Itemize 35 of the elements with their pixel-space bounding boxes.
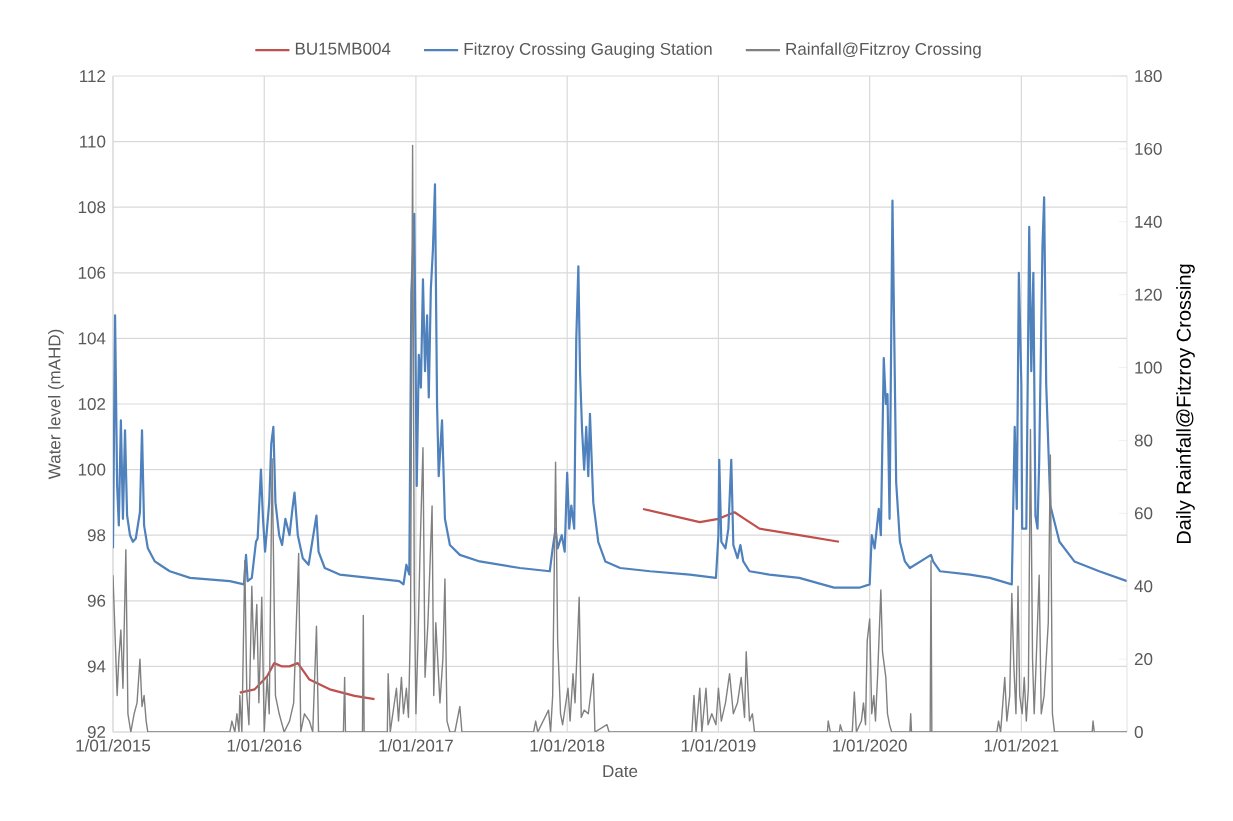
x-tick-label: 1/01/2018: [530, 739, 605, 752]
y2-tick-label: 60: [1134, 507, 1153, 520]
y-tick-label: 102: [78, 397, 106, 411]
x-tick-label: 1/01/2019: [681, 739, 756, 752]
y2-tick-label: 80: [1134, 434, 1153, 447]
legend-label: Fitzroy Crossing Gauging Station: [464, 42, 712, 59]
y-tick-label: 94: [87, 660, 106, 673]
y2-tick-label: 20: [1134, 653, 1153, 666]
y-tick-label: 98: [87, 529, 106, 542]
y2-tick-label: 140: [1135, 215, 1162, 228]
y-tick-label: 106: [78, 266, 106, 279]
x-tick-label: 1/01/2020: [833, 739, 907, 752]
y2-tick-label: 40: [1134, 580, 1153, 593]
y-tick-label: 96: [87, 594, 106, 607]
y-tick-label: 100: [78, 463, 106, 476]
y2-axis-title: Daily Rainfall@Fitzroy Crossing: [1176, 264, 1195, 544]
y-tick-label: 92: [87, 726, 106, 739]
y-tick-label: 108: [78, 201, 106, 214]
y-tick-label: 110: [80, 135, 106, 148]
y2-tick-label: 100: [1135, 361, 1162, 374]
y2-tick-label: 120: [1135, 288, 1162, 301]
y2-tick-label: 0: [1134, 726, 1143, 739]
x-tick-label: 1/01/2016: [227, 739, 302, 752]
x-tick-label: 1/01/2017: [379, 739, 453, 752]
x-axis-title: Date: [603, 765, 638, 778]
x-tick-label: 1/01/2021: [984, 739, 1059, 752]
legend-label: Rainfall@Fitzroy Crossing: [786, 42, 981, 59]
y-tick-label: 104: [78, 332, 106, 345]
y2-tick-label: 180: [1135, 69, 1162, 83]
y2-tick-label: 160: [1135, 142, 1162, 155]
line-series: [113, 183, 1128, 589]
legend-label: BU15MB004: [295, 42, 391, 55]
x-tick-label: 1/01/2015: [76, 739, 151, 752]
y-tick-label: 112: [80, 70, 106, 82]
y-axis-title: Water level (mAHD): [47, 329, 64, 480]
